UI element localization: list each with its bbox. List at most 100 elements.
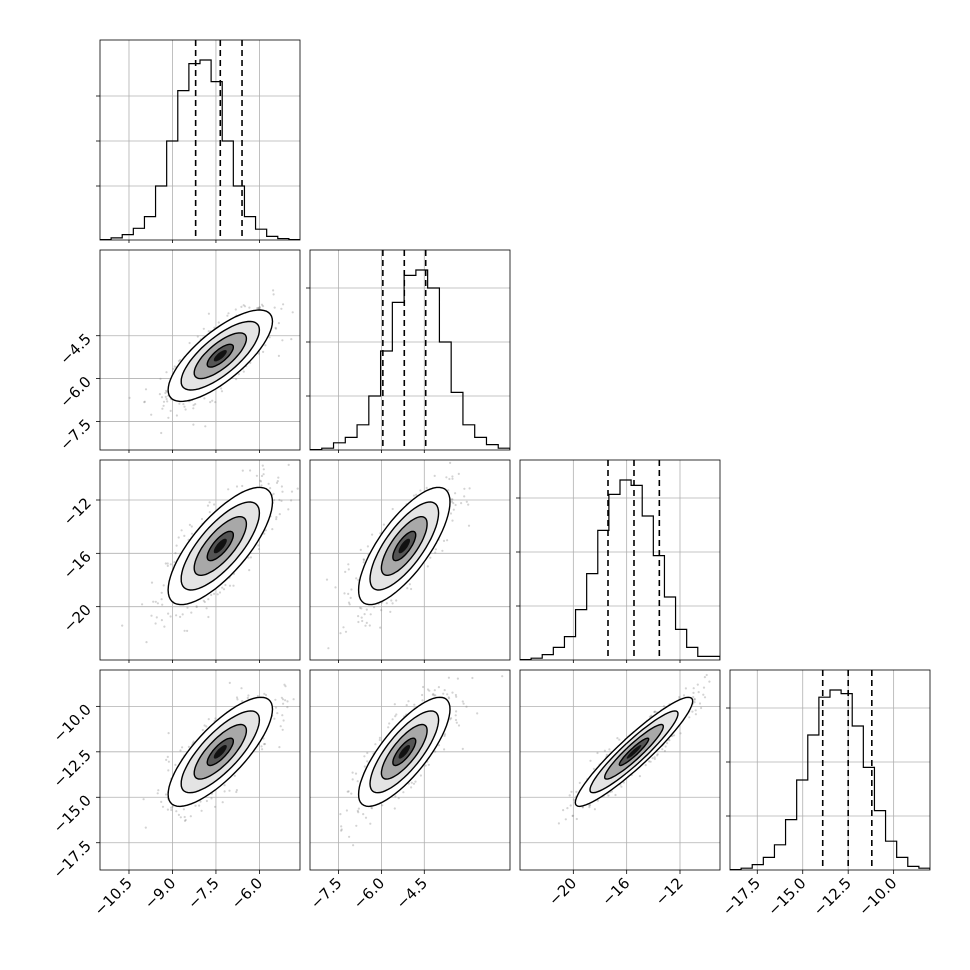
sample-point <box>278 498 281 502</box>
sample-point <box>350 588 353 591</box>
sample-point <box>181 746 184 749</box>
sample-point <box>354 772 358 775</box>
sample-point <box>218 591 222 594</box>
sample-point <box>368 624 371 627</box>
sample-point <box>447 489 450 492</box>
sample-point <box>569 804 572 807</box>
sample-point <box>406 587 409 590</box>
sample-point <box>174 763 177 767</box>
sample-point <box>227 488 230 491</box>
sample-point <box>557 822 561 825</box>
sample-point <box>363 765 366 768</box>
histogram-frame <box>519 459 721 661</box>
sample-point <box>618 738 621 741</box>
sample-point <box>202 327 205 330</box>
sample-point <box>702 686 706 689</box>
sample-point <box>414 780 417 783</box>
sample-point <box>666 742 669 745</box>
sample-point <box>373 606 376 609</box>
sample-point <box>390 599 393 602</box>
sample-point <box>281 728 284 731</box>
sample-point <box>260 745 263 748</box>
sample-point <box>164 395 167 398</box>
sample-point <box>273 499 276 502</box>
sample-point <box>207 330 210 333</box>
sample-point <box>236 698 239 701</box>
sample-point <box>370 806 373 809</box>
sample-point <box>163 625 166 628</box>
pair-frame <box>519 669 721 871</box>
sample-point <box>692 687 695 690</box>
sample-point <box>422 685 425 689</box>
sample-point <box>276 712 279 715</box>
sample-point <box>192 407 195 410</box>
contour-line-2 <box>180 710 261 794</box>
sample-point <box>170 806 173 809</box>
x-tick-label: −6.0 <box>350 874 388 912</box>
sample-point <box>378 738 381 742</box>
sample-point <box>214 805 217 808</box>
pair-frame <box>309 459 511 661</box>
sample-point <box>357 807 360 810</box>
sample-point <box>407 700 410 703</box>
sample-point <box>258 307 261 310</box>
sample-point <box>455 695 458 698</box>
sample-point <box>221 801 224 804</box>
sample-point <box>159 377 162 380</box>
sample-point <box>393 807 396 810</box>
sample-point <box>173 561 176 564</box>
sample-point <box>431 693 434 696</box>
sample-point <box>257 544 260 547</box>
sample-point <box>443 748 446 751</box>
histogram-panel-2 <box>516 459 721 661</box>
sample-point <box>160 431 163 435</box>
sample-point <box>347 592 350 596</box>
sample-point <box>145 641 148 644</box>
sample-point <box>588 804 591 807</box>
sample-point <box>235 696 239 699</box>
sample-point <box>248 569 251 572</box>
sample-point <box>292 698 295 701</box>
sample-point <box>158 393 161 396</box>
histogram-panel-1 <box>306 249 511 451</box>
sample-point <box>172 367 175 370</box>
sample-point <box>693 701 696 704</box>
sample-point <box>379 626 382 629</box>
sample-point <box>653 756 656 759</box>
sample-point <box>705 673 708 677</box>
sample-point <box>340 828 343 831</box>
sample-point <box>242 304 245 307</box>
sample-point <box>426 688 430 691</box>
sample-point <box>450 717 453 720</box>
sample-point <box>194 403 197 406</box>
sample-point <box>620 785 623 788</box>
sample-point <box>203 600 206 604</box>
sample-point <box>286 700 289 703</box>
sample-point <box>257 548 261 551</box>
sample-point <box>143 401 146 404</box>
pair-frame <box>99 249 301 451</box>
sample-point <box>209 401 212 404</box>
sample-point <box>588 806 591 809</box>
sample-point <box>258 306 261 309</box>
sample-point <box>255 474 258 477</box>
sample-point <box>450 498 453 501</box>
sample-point <box>273 717 276 720</box>
sample-point <box>263 742 267 746</box>
sample-point <box>166 562 169 565</box>
sample-point <box>205 607 208 610</box>
sample-point <box>268 336 271 339</box>
sample-point <box>388 722 391 725</box>
scatter-panel-3-0 <box>99 669 301 871</box>
sample-point <box>355 577 358 580</box>
sample-point <box>169 563 172 566</box>
sample-point <box>184 408 187 411</box>
sample-point <box>196 335 199 338</box>
sample-point <box>286 706 289 709</box>
sample-point <box>213 503 216 506</box>
sample-point <box>154 600 157 603</box>
sample-point <box>200 517 204 521</box>
sample-point <box>272 492 275 495</box>
sample-point <box>461 747 464 751</box>
sample-point <box>296 487 299 490</box>
